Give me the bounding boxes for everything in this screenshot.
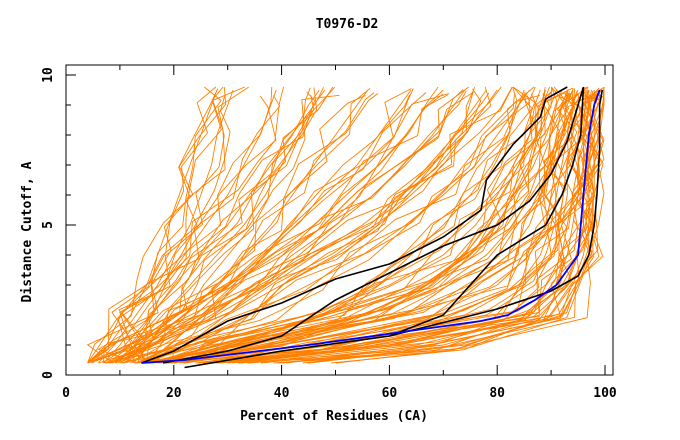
model-curve xyxy=(137,88,414,364)
model-curve xyxy=(166,92,575,364)
model-curve xyxy=(87,88,219,364)
model-curve xyxy=(149,92,550,364)
model-curve xyxy=(210,92,574,364)
x-tick-label: 40 xyxy=(274,386,290,401)
model-curve xyxy=(135,89,498,364)
model-curve xyxy=(117,91,316,364)
ticks xyxy=(65,65,606,376)
x-tick-label: 0 xyxy=(62,386,70,401)
model-curve xyxy=(240,89,592,364)
model-curve xyxy=(137,92,427,364)
highlight-curve-black-4 xyxy=(389,89,604,337)
model-curve xyxy=(115,93,450,364)
model-curve xyxy=(159,87,574,364)
model-curve xyxy=(219,87,605,364)
model-curve xyxy=(105,92,490,364)
model-curve xyxy=(165,92,578,364)
x-tick-label: 60 xyxy=(382,386,398,401)
model-curve xyxy=(141,89,530,364)
highlight-curve-black-1 xyxy=(141,86,568,364)
y-tick-labels: 0 5 10 xyxy=(41,67,56,379)
model-curve xyxy=(86,86,227,364)
model-curve xyxy=(136,93,444,364)
model-curve xyxy=(134,86,536,364)
model-curve xyxy=(114,89,326,364)
model-curve xyxy=(171,86,587,364)
model-curve xyxy=(87,94,449,364)
model-curve xyxy=(137,93,527,364)
model-curve xyxy=(206,89,590,364)
model-curve xyxy=(87,95,277,364)
model-curve xyxy=(216,94,597,364)
model-curve xyxy=(173,89,541,364)
model-curve xyxy=(159,86,589,364)
model-curve xyxy=(122,93,546,364)
model-curve xyxy=(87,86,284,364)
model-curve xyxy=(87,94,231,364)
model-curve xyxy=(90,88,482,364)
y-tick-label: 10 xyxy=(41,67,56,83)
chart-title: T0976-D2 xyxy=(316,17,379,32)
model-curve xyxy=(147,86,476,364)
model-curve xyxy=(115,95,315,364)
highlight-curve-black-2 xyxy=(162,86,585,364)
model-curve xyxy=(142,86,536,364)
model-curve xyxy=(149,88,569,364)
model-curve xyxy=(125,89,412,364)
model-curve xyxy=(119,89,369,364)
model-curve xyxy=(149,86,513,364)
plot-frame xyxy=(65,64,614,376)
y-axis-label: Distance Cutoff, A xyxy=(20,161,35,302)
model-curve xyxy=(215,87,586,364)
model-curve xyxy=(109,94,515,364)
model-curve xyxy=(112,86,273,364)
x-tick-label: 100 xyxy=(593,386,617,401)
selected-curve xyxy=(141,89,601,364)
model-curve xyxy=(97,89,234,364)
curves xyxy=(86,86,605,369)
model-curve xyxy=(102,86,245,364)
x-tick-label: 80 xyxy=(489,386,505,401)
model-curve xyxy=(273,95,605,364)
model-curve xyxy=(121,88,412,364)
highlight-curve-black-3 xyxy=(184,86,585,369)
model-curve xyxy=(147,86,567,364)
y-tick-label: 5 xyxy=(41,221,56,229)
model-curve xyxy=(119,89,487,364)
model-curve xyxy=(87,86,222,364)
model-curve xyxy=(108,94,340,364)
model-curve xyxy=(87,95,281,364)
x-tick-label: 20 xyxy=(166,386,182,401)
x-tick-labels: 0 20 40 60 80 100 xyxy=(62,386,617,401)
model-curve xyxy=(87,86,224,364)
model-curve xyxy=(146,86,492,364)
model-curve xyxy=(111,90,467,364)
model-curve xyxy=(87,86,439,364)
model-curve xyxy=(133,93,379,364)
model-curve xyxy=(97,87,318,364)
model-curve xyxy=(119,86,250,364)
model-curve xyxy=(307,87,605,364)
y-tick-label: 0 xyxy=(41,371,56,379)
x-axis-label: Percent of Residues (CA) xyxy=(240,409,428,424)
model-curve xyxy=(92,89,218,364)
model-curve xyxy=(261,87,605,364)
model-curve xyxy=(331,90,605,364)
model-curve xyxy=(145,86,533,364)
